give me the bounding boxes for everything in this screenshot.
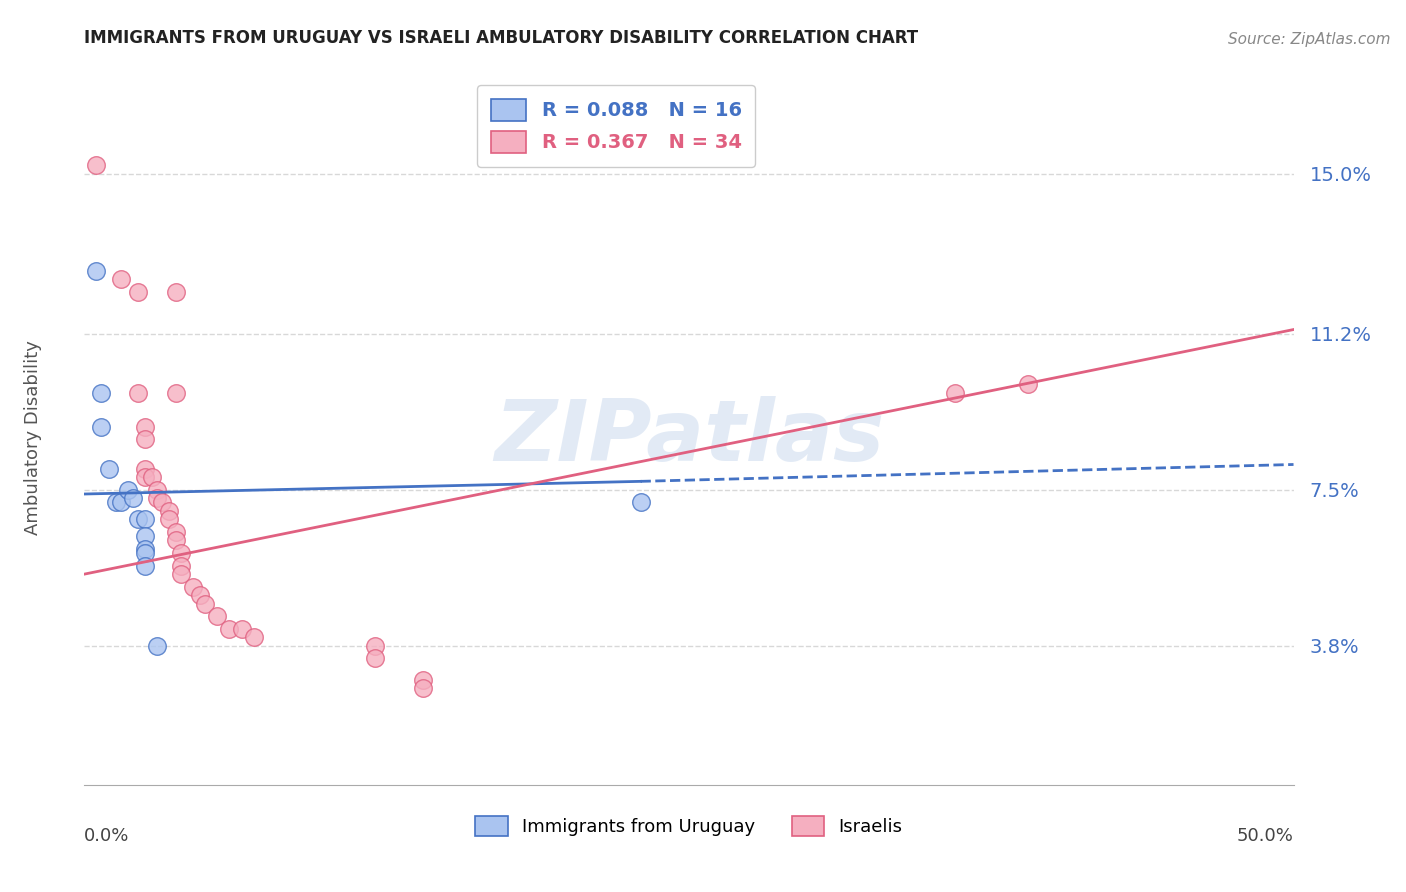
Point [134,558,156,573]
Point [146,639,169,653]
Point [104,495,127,509]
Point [412,673,434,687]
Text: Source: ZipAtlas.com: Source: ZipAtlas.com [1227,32,1391,47]
Point [90,419,112,434]
Point [110,272,132,286]
Point [146,483,169,497]
Point [134,512,156,526]
Text: 0.0%: 0.0% [84,827,129,845]
Point [165,533,187,548]
Point [190,588,212,602]
Point [170,546,193,560]
Point [242,631,264,645]
Point [127,512,149,526]
Point [231,622,253,636]
Point [165,524,187,539]
Point [194,597,217,611]
Point [134,419,156,434]
Text: Ambulatory Disability: Ambulatory Disability [24,340,42,534]
Point [165,285,187,299]
Point [170,558,193,573]
Point [90,385,112,400]
Legend: Immigrants from Uruguay, Israelis: Immigrants from Uruguay, Israelis [467,806,911,846]
Point [146,491,169,506]
Point [943,385,966,400]
Point [86,158,108,172]
Point [363,639,385,653]
Point [170,567,193,582]
Point [207,609,229,624]
Point [127,385,149,400]
Point [363,651,385,665]
Point [134,461,156,475]
Point [157,504,180,518]
Point [141,470,163,484]
Point [181,580,204,594]
Point [134,470,156,484]
Point [110,495,132,509]
Point [218,622,240,636]
Point [121,491,143,506]
Point [630,495,652,509]
Point [157,512,180,526]
Point [127,285,149,299]
Point [134,541,156,556]
Point [412,681,434,695]
Text: IMMIGRANTS FROM URUGUAY VS ISRAELI AMBULATORY DISABILITY CORRELATION CHART: IMMIGRANTS FROM URUGUAY VS ISRAELI AMBUL… [84,29,918,47]
Point [150,495,173,509]
Point [134,546,156,560]
Text: 50.0%: 50.0% [1237,827,1294,845]
Point [117,483,139,497]
Point [165,385,187,400]
Text: ZIPatlas: ZIPatlas [494,395,884,479]
Point [1017,377,1039,392]
Point [134,432,156,446]
Point [134,529,156,543]
Point [97,461,120,475]
Point [86,263,108,277]
